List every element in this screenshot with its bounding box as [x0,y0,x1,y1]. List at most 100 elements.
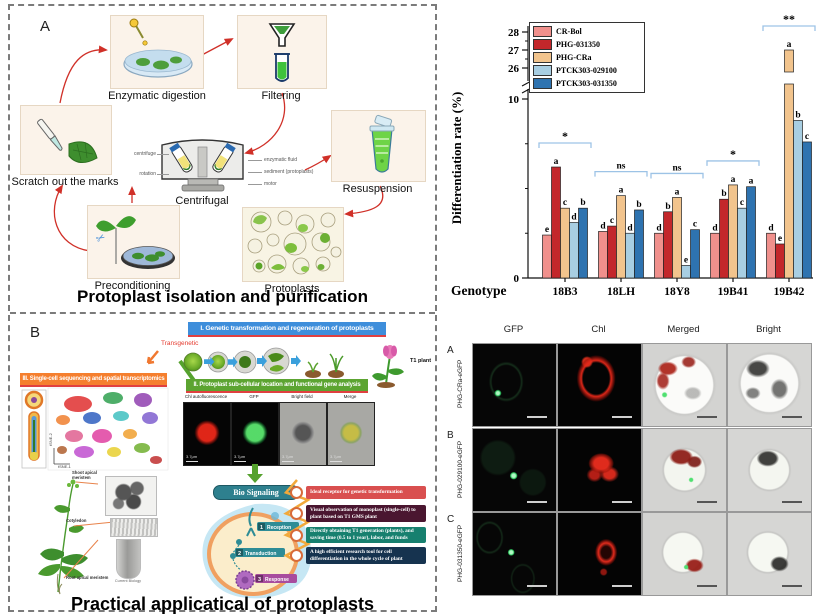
micro-cell-A-gfp [472,343,557,427]
centrifuge-icon [161,139,244,192]
pb-micro-cell-2: 3.7μm [279,402,327,466]
legend-entry: PHG-CRa [533,51,641,64]
sig-letter: d [656,223,662,233]
sig-letter: b [636,200,641,210]
bar-CR-Bol-19B41 [710,232,720,279]
pb-micro-label: GFP [249,394,259,399]
regeneration-sequence [183,345,404,388]
benefit-box-1: Visual observation of monoplast (single-… [306,505,426,522]
bar-CR-Bol-18Y8 [654,232,664,279]
pb-scale-text: 3.7μm [186,454,198,459]
benefit-circle-0 [290,486,303,499]
sig-letter: e [545,225,549,235]
label-line [157,154,169,155]
sig-letter: c [693,220,697,230]
t1-plant-icon [372,345,404,388]
benefit-circle-1 [290,507,303,520]
pb-micro-cell-0: 3.7μm [183,402,231,466]
label-line [157,174,169,175]
root-tip-image [116,539,141,579]
x-axis-label: Genotype [451,283,507,298]
pb-micro-cell-1: 3.7μm [231,402,279,466]
pb-micro-label: Merge [343,394,357,399]
legend-swatch [533,65,552,76]
petri-dropper-icon [123,18,193,78]
root-meristem-label: Root apical meristem [66,575,109,580]
tube-icon [369,114,395,173]
legend-label: PTCK303-031350 [556,79,617,88]
bar-PTCK303-031350-18Y8 [690,229,700,279]
micro-cell-C-chl [557,512,642,596]
scale-bar [782,585,802,587]
step-box-enzymatic [110,15,204,89]
panel-a-title: Protoplast isolation and purification [77,287,368,306]
bio-signaling-banner: Bio Signaling [213,485,299,500]
sig-letter: b [795,110,800,120]
pb-scale-text: 3.7μm [282,454,294,459]
bar-PTCK303-031350-18LH [634,209,644,279]
bar-PTCK303-029100-18B3 [569,222,579,279]
svg-text:1: 1 [260,525,263,531]
row-letter-C: C [447,514,455,525]
legend-swatch [533,52,552,63]
benefit-box-3: A high efficient research tool for cell … [306,547,426,564]
svg-text:Reception: Reception [267,525,291,531]
column-header-bright: Bright [756,324,781,335]
micro-cell-A-merged [642,343,727,427]
step-box-protoplasts [242,207,344,282]
chart-canvas: 0 10 26 27 28 Differentiation rate (%) Genotyp… [449,12,816,298]
micro-cell-B-chl [557,428,642,512]
row-letter-B: B [447,430,454,441]
flow-arrows [53,38,384,252]
t1-plant-label: T1 plant [410,358,432,364]
bar-CR-Bol-18LH [598,231,608,279]
scale-bar [782,501,802,503]
benefit-circle-2 [290,528,303,542]
svg-text:✂: ✂ [94,231,108,246]
pb-micro-cell-3: 3.7μm [327,402,375,466]
scale-bar [612,416,632,418]
micro-cell-C-merged [642,512,727,596]
sig-letter: a [749,177,754,187]
category-label: 18B3 [553,286,578,298]
svg-text:Response: Response [265,577,289,583]
bar-PHG-CRa-18B3 [560,207,570,279]
legend-swatch [533,26,552,37]
category-label: 18LH [607,286,635,298]
sig-letter: c [740,198,744,208]
sig-letter: a [619,186,624,196]
sig-letter: a [787,40,792,50]
micro-cell-C-gfp [472,512,557,596]
y-tick: 28 [508,27,520,39]
differentiation-chart: 0 10 26 27 28 Differentiation rate (%) Genotyp… [445,8,825,306]
bar-CR-Bol-18B3 [542,234,552,279]
row-letter-A: A [447,345,454,356]
pb-scale-text: 3.7μm [330,454,342,459]
significance-marker: * [562,129,568,143]
micro-cell-B-gfp [472,428,557,512]
scale-bar [612,501,632,503]
label-line [248,184,262,185]
bar-PTCK303-031350-18B3 [578,207,588,279]
sig-letter: b [665,202,670,212]
bar-PHG-031350-19B41 [719,198,729,279]
bar-PHG-CRa-18LH [616,195,626,279]
funnel-tube-icon [268,23,296,82]
category-label: 19B42 [774,286,805,298]
sig-letter: d [600,221,606,231]
panel-a-label: A [40,18,51,35]
signal-pill-response [255,574,297,583]
scale-bar [527,501,547,503]
legend-label: PTCK303-029100 [556,66,617,75]
shoot-meristem-label: Shoot apical meristem [72,470,97,480]
column-header-chl: Chl [591,324,606,335]
svg-text:3: 3 [258,577,261,583]
benefit-circle-3 [290,549,303,562]
sig-letter: d [712,223,718,233]
panel-divider [10,312,435,314]
y-tick: 10 [508,94,520,106]
bar-PHG-CRa-19B41 [728,184,738,279]
bar-PHG-031350-18B3 [551,166,561,279]
row-name-C: PHG-031350-eGFP [457,524,464,582]
